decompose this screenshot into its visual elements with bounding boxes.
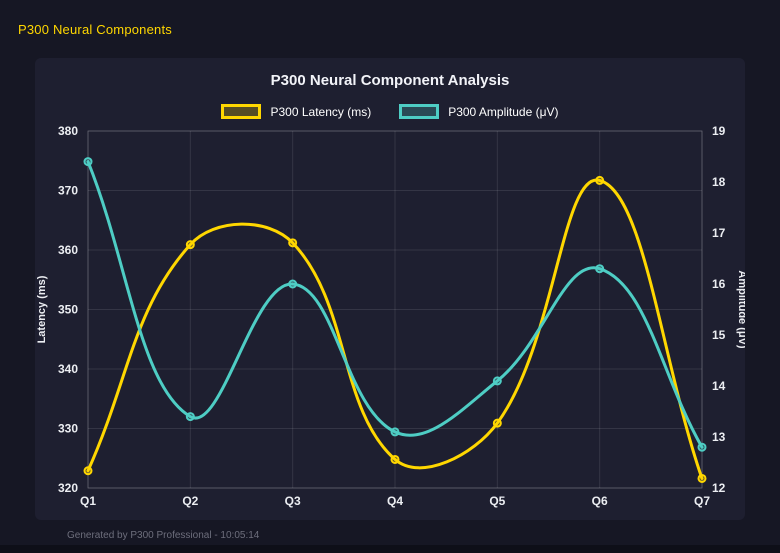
svg-text:Q7: Q7 <box>694 494 710 508</box>
data-point-p300-amplitude-v-q7[interactable] <box>697 442 707 452</box>
data-point-p300-amplitude-v-q2[interactable] <box>185 412 195 422</box>
svg-text:Q5: Q5 <box>489 494 505 508</box>
series-points-p300-latency-ms <box>83 175 707 483</box>
svg-text:Q2: Q2 <box>182 494 198 508</box>
bottom-strip <box>0 545 780 553</box>
svg-text:13: 13 <box>712 430 726 444</box>
data-point-p300-latency-ms-q7[interactable] <box>697 473 707 483</box>
svg-text:370: 370 <box>58 184 78 198</box>
svg-text:17: 17 <box>712 226 726 240</box>
data-point-p300-latency-ms-q3[interactable] <box>288 238 298 248</box>
grid-lines <box>87 130 703 489</box>
chart-card: P300 Neural Component Analysis P300 Late… <box>35 58 745 520</box>
legend-latency-swatch <box>221 104 262 119</box>
legend-amplitude-swatch <box>399 104 440 119</box>
svg-text:18: 18 <box>712 175 726 189</box>
x-axis-ticks: Q1 Q2 Q3 Q4 Q5 Q6 Q7 <box>80 494 710 508</box>
svg-text:360: 360 <box>58 243 78 257</box>
svg-text:16: 16 <box>712 277 726 291</box>
data-point-p300-amplitude-v-q5[interactable] <box>492 376 502 386</box>
chart-legend: P300 Latency (ms) P300 Amplitude (μV) <box>35 104 745 119</box>
legend-latency-label: P300 Latency (ms) <box>270 104 372 119</box>
data-point-p300-amplitude-v-q3[interactable] <box>288 279 298 289</box>
svg-text:350: 350 <box>58 303 78 317</box>
left-axis-ticks: 320 330 340 350 360 370 380 <box>58 124 78 495</box>
app-header: P300 Neural Components <box>18 22 172 37</box>
plot-border <box>87 130 703 489</box>
series-line-p300-amplitude-v <box>86 160 704 449</box>
data-point-p300-latency-ms-q1[interactable] <box>83 466 93 476</box>
series-points-p300-amplitude-v <box>83 157 707 452</box>
svg-text:Q1: Q1 <box>80 494 96 508</box>
data-point-p300-latency-ms-q4[interactable] <box>390 454 400 464</box>
svg-text:12: 12 <box>712 481 726 495</box>
svg-text:320: 320 <box>58 481 78 495</box>
svg-text:330: 330 <box>58 422 78 436</box>
legend-item-latency[interactable]: P300 Latency (ms) <box>221 104 371 119</box>
page-title: P300 Neural Components <box>18 22 172 37</box>
data-point-p300-latency-ms-q2[interactable] <box>185 240 195 250</box>
right-axis-title: Amplitude (μV) <box>736 270 745 349</box>
svg-text:340: 340 <box>58 362 78 376</box>
svg-text:Q6: Q6 <box>592 494 608 508</box>
svg-text:19: 19 <box>712 124 726 138</box>
app-footer: Generated by P300 Professional - 10:05:1… <box>67 530 259 541</box>
right-axis-ticks: 12 13 14 15 16 17 18 19 <box>712 124 726 495</box>
svg-text:380: 380 <box>58 124 78 138</box>
data-point-p300-amplitude-v-q4[interactable] <box>390 427 400 437</box>
legend-item-amplitude[interactable]: P300 Amplitude (μV) <box>399 104 559 119</box>
data-point-p300-amplitude-v-q1[interactable] <box>83 157 93 167</box>
svg-text:Q4: Q4 <box>387 494 403 508</box>
svg-text:14: 14 <box>712 379 726 393</box>
svg-text:15: 15 <box>712 328 726 342</box>
data-point-p300-amplitude-v-q6[interactable] <box>595 264 605 274</box>
legend-amplitude-label: P300 Amplitude (μV) <box>448 104 559 119</box>
left-axis-title: Latency (ms) <box>36 275 48 343</box>
chart-title: P300 Neural Component Analysis <box>270 72 510 89</box>
footer-status-text: Generated by P300 Professional - 10:05:1… <box>67 530 260 541</box>
svg-text:Q3: Q3 <box>285 494 301 508</box>
data-point-p300-latency-ms-q5[interactable] <box>492 418 502 428</box>
data-point-p300-latency-ms-q6[interactable] <box>595 175 605 185</box>
